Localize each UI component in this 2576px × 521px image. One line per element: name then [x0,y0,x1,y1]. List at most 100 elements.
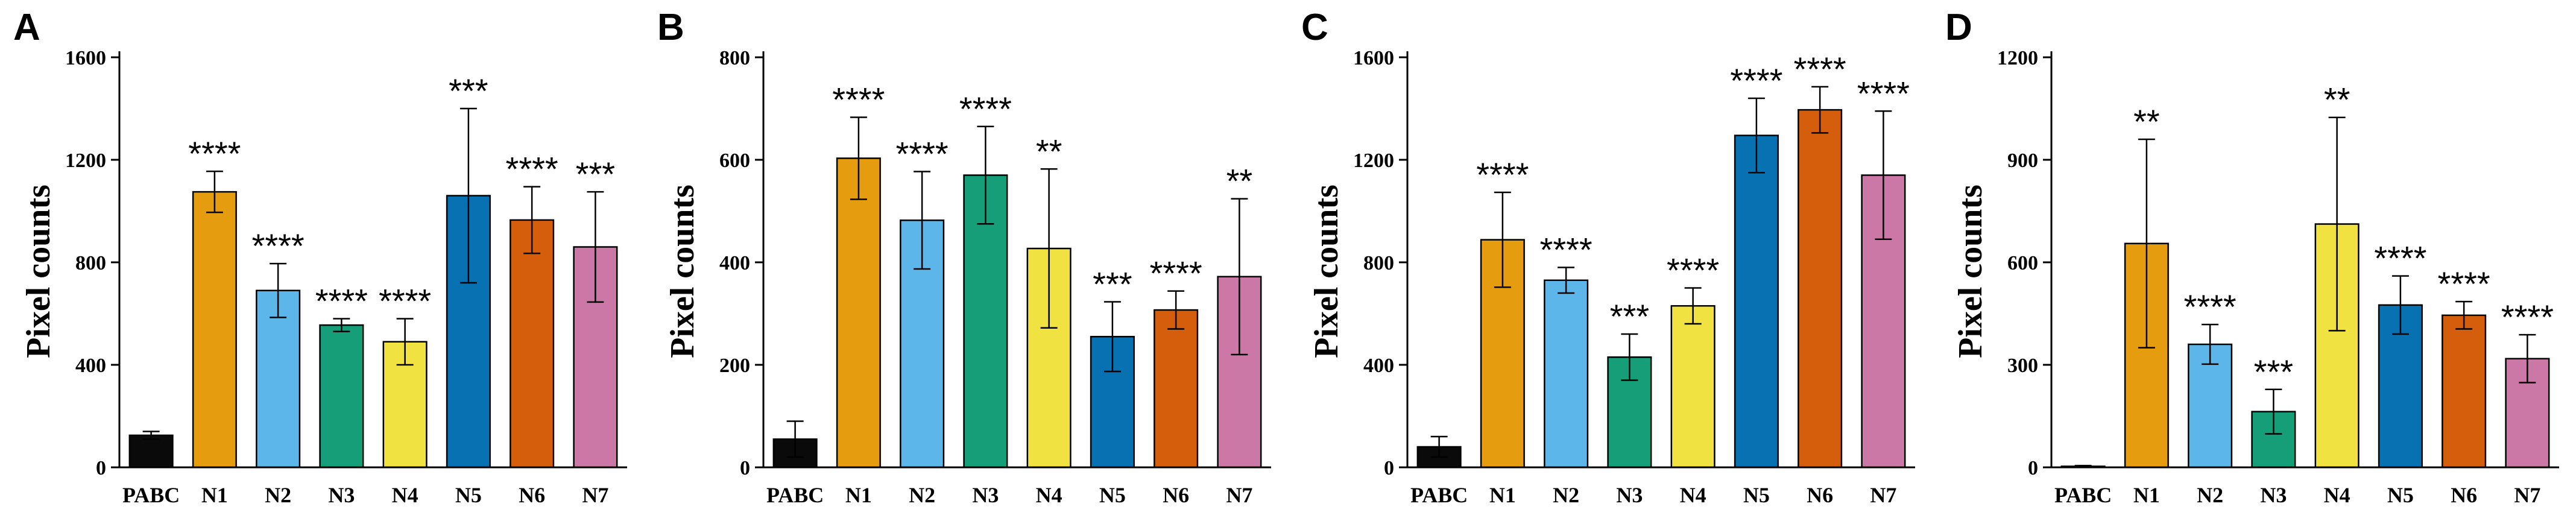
significance-n4: ** [1036,132,1062,170]
panel-label-a: A [13,7,40,48]
category-label-n5: N5 [1743,483,1770,507]
y-tick-label: 1600 [1353,47,1394,69]
panel-label-d: D [1945,7,1972,48]
y-tick-label: 0 [2028,457,2038,479]
panel-b: B Pixel counts 0 200 400 600 800 PABC **** N1 **… [644,0,1288,521]
bar-n6 [1798,109,1843,469]
chart-b-svg: B Pixel counts 0200400600800PABC****N1**… [657,7,1271,507]
y-axis-label-a: Pixel counts [20,185,57,358]
significance-n2: **** [896,135,949,173]
category-label-n6: N6 [519,483,545,507]
bar-n4 [1670,305,1716,469]
chart-d-svg: D Pixel counts 03006009001200PABC**N1***… [1945,7,2559,507]
significance-n2: **** [1540,231,1593,269]
bar-n1 [836,157,881,469]
significance-n3: *** [1610,297,1649,335]
category-label-n3: N3 [2260,483,2287,507]
category-label-n2: N2 [1553,483,1579,507]
significance-n3: **** [959,90,1012,128]
y-tick-label: 1200 [1997,47,2038,69]
y-tick-label: 300 [2007,355,2038,377]
y-axis-label-d: Pixel counts [1952,185,1989,358]
plot-area-a: 0 400 800 1200 1600 PABC **** N1 **** N2 **** N3 ***… [65,47,627,507]
bar-pabc [128,434,174,469]
y-tick-label: 1200 [1353,150,1394,172]
category-label-pabc: PABC [1410,483,1468,507]
significance-n5: *** [449,72,488,110]
y-tick-label: 0 [96,457,106,479]
bar-n3 [319,324,364,469]
category-label-n7: N7 [1226,483,1252,507]
significance-n2: **** [252,227,305,265]
category-label-pabc: PABC [766,483,824,507]
y-axis-label-b: Pixel counts [664,185,701,358]
y-axis-label-c: Pixel counts [1308,185,1345,358]
bar-n2 [256,289,301,469]
significance-n6: **** [506,150,558,188]
category-label-pabc: PABC [2054,483,2112,507]
bar-n6 [510,219,555,469]
category-label-n5: N5 [455,483,482,507]
y-tick-label: 0 [740,457,750,479]
y-tick-label: 600 [719,150,750,172]
plot-area-c: 0 400 800 1200 1600 PABC **** N1 **** N2 *** N3 ****… [1353,47,1915,507]
significance-n7: *** [576,155,615,193]
significance-n4: **** [379,282,431,320]
y-tick-label: 0 [1384,457,1394,479]
y-tick-label: 400 [719,252,750,274]
plot-area-d: 0 300 600 900 1200 PABC ** N1 **** N2 *** N3 ** N4 ***… [1997,47,2559,507]
category-label-n7: N7 [2514,483,2540,507]
category-label-pabc: PABC [122,483,180,507]
bar-n2 [1544,279,1589,469]
significance-n2: **** [2184,288,2237,326]
y-tick-label: 600 [2007,252,2038,274]
category-label-n1: N1 [2133,483,2160,507]
y-tick-label: 1200 [65,150,106,172]
category-label-n6: N6 [1163,483,1189,507]
category-label-n2: N2 [2197,483,2223,507]
panel-a: A Pixel counts 0 400 800 1200 1600 PABC **** N1… [0,0,644,521]
category-label-n4: N4 [392,483,418,507]
significance-n1: ** [2133,103,2160,141]
significance-n1: **** [1476,156,1529,194]
y-tick-label: 800 [719,47,750,69]
y-tick-label: 400 [1363,355,1394,377]
significance-n3: *** [2254,353,2293,391]
significance-n1: **** [832,80,885,118]
significance-n1: **** [188,134,241,172]
y-tick-label: 800 [75,252,106,274]
panel-label-c: C [1301,7,1328,48]
panel-d: D Pixel counts 0 300 600 900 1200 PABC ** N1 ***… [1932,0,2576,521]
significance-n5: **** [1730,62,1782,99]
significance-n7: **** [2501,298,2554,336]
panel-label-b: B [657,7,684,48]
bar-n6 [1154,309,1199,469]
category-label-n6: N6 [1807,483,1833,507]
bar-n6 [2442,314,2487,469]
significance-n7: ** [1226,162,1253,200]
category-label-n3: N3 [1616,483,1643,507]
category-label-n1: N1 [201,483,228,507]
plot-area-b: 0 200 400 600 800 PABC **** N1 **** N2 **** N3 ** N4 *… [719,47,1271,507]
category-label-n6: N6 [2451,483,2477,507]
chart-c-svg: C Pixel counts 0 400 800 1200 1600 PABC **** N1… [1301,7,1915,507]
y-tick-label: 200 [719,355,750,377]
category-label-n4: N4 [1036,483,1062,507]
category-label-n3: N3 [328,483,355,507]
significance-n7: **** [1857,74,1910,112]
bar-n5 [1734,134,1779,469]
category-label-n1: N1 [845,483,872,507]
significance-n6: **** [1794,50,1846,88]
category-label-n2: N2 [909,483,935,507]
y-tick-label: 800 [1363,252,1394,274]
bar-n1 [192,191,237,469]
significance-n5: **** [2374,239,2426,277]
y-tick-label: 900 [2007,150,2038,172]
significance-n6: **** [2438,265,2490,303]
significance-n6: **** [1150,254,1202,292]
significance-n4: ** [2324,81,2350,119]
category-label-n5: N5 [2387,483,2414,507]
category-label-n7: N7 [1870,483,1896,507]
y-tick-label: 1600 [65,47,106,69]
